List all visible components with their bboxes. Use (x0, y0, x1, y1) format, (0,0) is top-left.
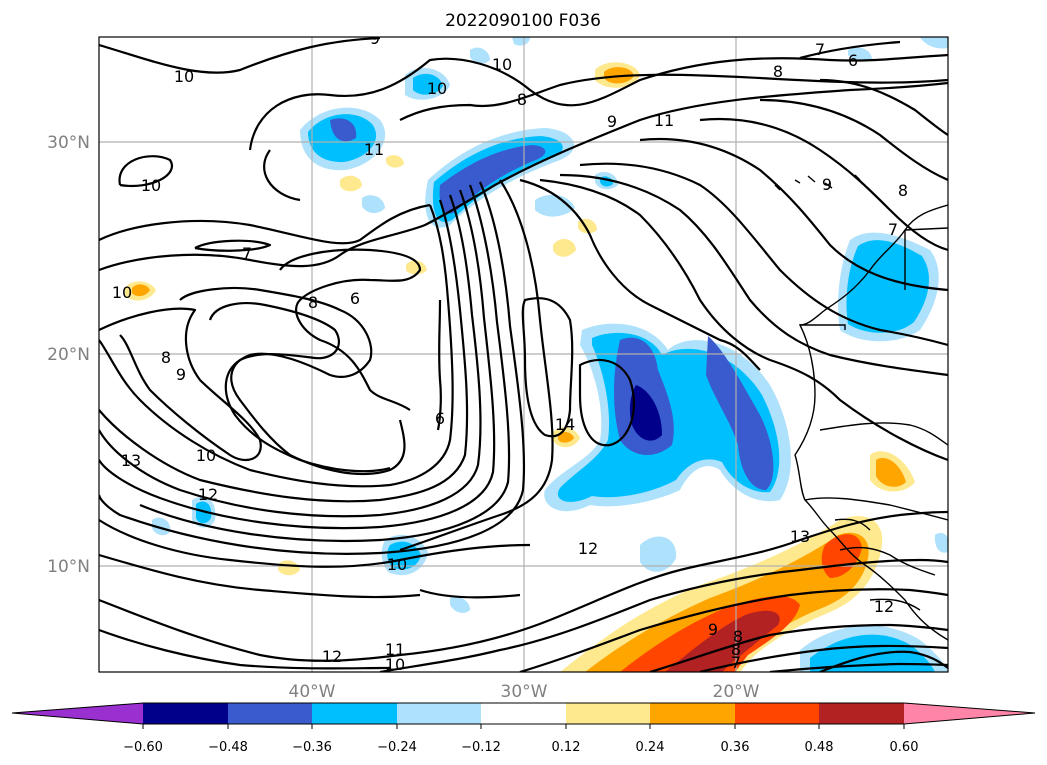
lon-label-40w: 40°W (289, 682, 336, 702)
colorbar-tick-label: 0.60 (890, 740, 919, 755)
colorbar-tick-label: −0.12 (461, 740, 501, 755)
contour-label: 8 (161, 348, 171, 367)
contour-label: 7 (888, 220, 898, 239)
contour-label: 13 (790, 527, 810, 546)
anomaly-shading (125, 37, 948, 672)
contour-label: 8 (898, 181, 908, 200)
contour-label: 12 (578, 539, 598, 558)
colorbar-segment (481, 703, 566, 724)
colorbar-tick-label: 0.24 (636, 740, 665, 755)
colorbar-segment (312, 703, 397, 724)
contour-label: 7 (815, 40, 825, 59)
contour-label: 6 (350, 289, 360, 308)
contour-label: 8 (733, 627, 743, 646)
contour-label: 10 (196, 446, 216, 465)
colorbar-segment (735, 703, 819, 724)
colorbar-segment (650, 703, 735, 724)
contour-label: 12 (322, 647, 342, 666)
contour-label: 9 (607, 112, 617, 131)
contour-label: 13 (121, 451, 141, 470)
contour-label: 10 (385, 655, 405, 674)
colorbar-tick-label: −0.60 (123, 740, 163, 755)
lon-label-20w: 20°W (713, 682, 760, 702)
colorbar-segment (819, 703, 904, 724)
colorbar-over-extension (904, 703, 1035, 724)
colorbar-tick-label: 0.12 (552, 740, 581, 755)
contour-labels: 9 10 10 10 11 10 8 9 11 8 7 6 8 9 7 7 6 … (112, 29, 908, 674)
colorbar-under-extension (12, 703, 143, 724)
colorbar-tick-label: −0.24 (377, 740, 417, 755)
lat-label-10n: 10°N (47, 557, 90, 577)
contour-label: 8 (517, 90, 527, 109)
lon-label-30w: 30°W (501, 682, 548, 702)
contour-label: 9 (176, 365, 186, 384)
contour-label: 12 (198, 485, 218, 504)
contour-label: 11 (385, 640, 405, 659)
coastline (774, 174, 948, 641)
contour-label: 8 (308, 293, 318, 312)
contour-label: 7 (731, 653, 741, 672)
contour-label: 6 (435, 409, 445, 428)
contour-label: 10 (387, 555, 407, 574)
contour-label: 7 (242, 244, 252, 263)
colorbar-segment (397, 703, 481, 724)
contour-label: 12 (874, 597, 894, 616)
contour-label: 11 (654, 111, 674, 130)
contour-label: 10 (112, 283, 132, 302)
colorbar-tick-label: 0.48 (805, 740, 834, 755)
contour-label: 6 (848, 51, 858, 70)
contour-label: 9 (708, 620, 718, 639)
negative-anomaly-patch (152, 37, 948, 672)
contour-label: 8 (731, 640, 741, 659)
contour-label: 9 (822, 175, 832, 194)
map-frame (98, 36, 949, 673)
contour-label: 10 (492, 55, 512, 74)
colorbar-segment (143, 703, 228, 724)
colorbar-tick-label: −0.48 (208, 740, 248, 755)
colorbar-segment (228, 703, 312, 724)
lat-label-30n: 30°N (47, 133, 90, 153)
contour-lines (99, 37, 948, 672)
contour-label: 8 (773, 62, 783, 81)
contour-label: 10 (174, 67, 194, 86)
map-title: 2022090100 F036 (445, 11, 601, 31)
contour-label: 14 (555, 415, 575, 434)
contour-label: 9 (370, 29, 380, 48)
colorbar-tick-label: 0.36 (721, 740, 750, 755)
contour-label: 10 (427, 79, 447, 98)
colorbar-tick-label: −0.36 (292, 740, 332, 755)
positive-anomaly-patch (125, 62, 915, 672)
contour-label: 10 (141, 176, 161, 195)
colorbar-segment (566, 703, 650, 724)
map-plot-area: 9 10 10 10 11 10 8 9 11 8 7 6 8 9 7 7 6 … (99, 29, 948, 674)
contour-label: 11 (364, 140, 384, 159)
colorbar: −0.60 −0.48 −0.36 −0.24 −0.12 0.12 0.24 … (11, 702, 1036, 755)
lat-label-20n: 20°N (47, 345, 90, 365)
